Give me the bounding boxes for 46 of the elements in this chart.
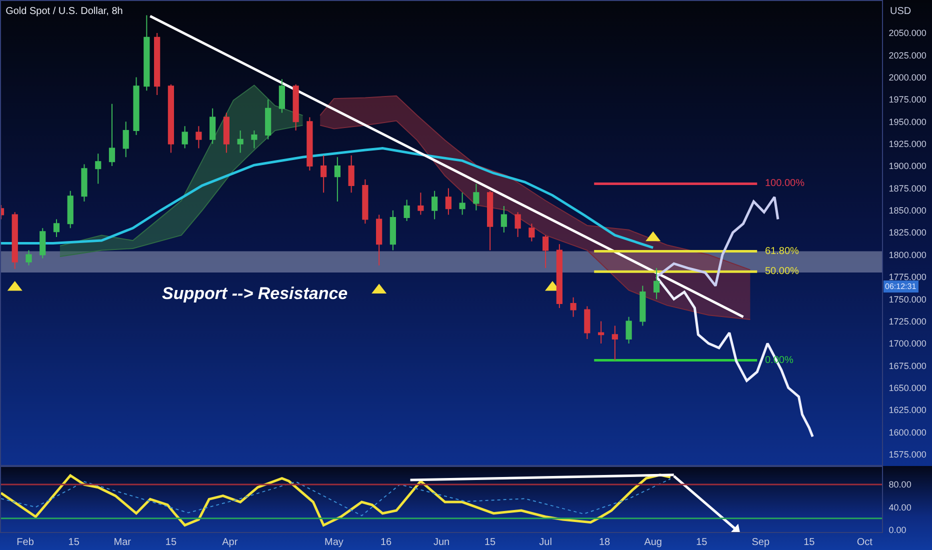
y-tick-label: 80.00 [888, 480, 912, 490]
y-tick-label: 2025.000 [888, 50, 926, 60]
y-tick-label: 1650.000 [888, 382, 926, 393]
y-tick-label: 40.00 [888, 502, 912, 512]
annotation: Support --> Resistance [162, 284, 348, 303]
y-tick-label: 1825.000 [888, 228, 926, 238]
series-label: 100.00% [765, 178, 805, 189]
text: Gold Spot / U.S. Dollar, 8h [6, 6, 123, 17]
y-axis-title: USD [890, 6, 912, 17]
y-tick-label: 1925.000 [888, 138, 926, 149]
y-tick-label: 1600.000 [888, 427, 926, 438]
x-tick-label: 15 [68, 537, 80, 548]
x-tick-label: 16 [380, 537, 392, 548]
y-tick-label: 1625.000 [888, 405, 926, 416]
y-tick-label: 1850.000 [888, 206, 926, 216]
series-label: 61.80% [765, 246, 800, 257]
x-tick-label: 18 [598, 537, 611, 548]
x-tick-label: Apr [222, 537, 238, 548]
series-label: 50.00% [765, 266, 800, 277]
x-tick-label: May [324, 537, 344, 548]
text: 06:12:31 [885, 282, 917, 291]
y-tick-label: 1775.000 [888, 272, 926, 282]
y-tick-label: 1800.000 [888, 250, 926, 260]
y-tick-label: 1725.000 [888, 316, 926, 326]
y-tick-label: 1875.000 [888, 183, 926, 194]
y-tick-label: 1575.000 [888, 450, 926, 460]
x-tick-label: 15 [696, 537, 708, 548]
x-tick-label: Feb [16, 537, 34, 548]
y-tick-label: 2000.000 [888, 72, 926, 82]
x-tick-label: 15 [484, 537, 496, 548]
y-tick-label: 1750.000 [888, 294, 926, 304]
x-tick-label: Aug [644, 537, 662, 548]
x-tick-label: Jul [539, 537, 552, 548]
y-tick-label: 1700.000 [888, 338, 926, 349]
x-tick-label: 15 [804, 537, 816, 548]
x-tick-label: Mar [114, 537, 132, 548]
y-tick-label: 1975.000 [888, 94, 926, 105]
y-tick-label: 0.00 [888, 524, 906, 535]
y-tick-label: 1900.000 [888, 161, 926, 172]
y-tick-label: 1675.000 [888, 360, 926, 371]
y-tick-label: 2050.000 [888, 28, 926, 38]
y-tick-label: 1950.000 [888, 116, 926, 127]
x-tick-label: Oct [856, 537, 873, 548]
x-tick-label: Sep [752, 537, 770, 548]
x-tick-label: 15 [165, 537, 177, 548]
x-tick-label: Jun [433, 537, 450, 548]
